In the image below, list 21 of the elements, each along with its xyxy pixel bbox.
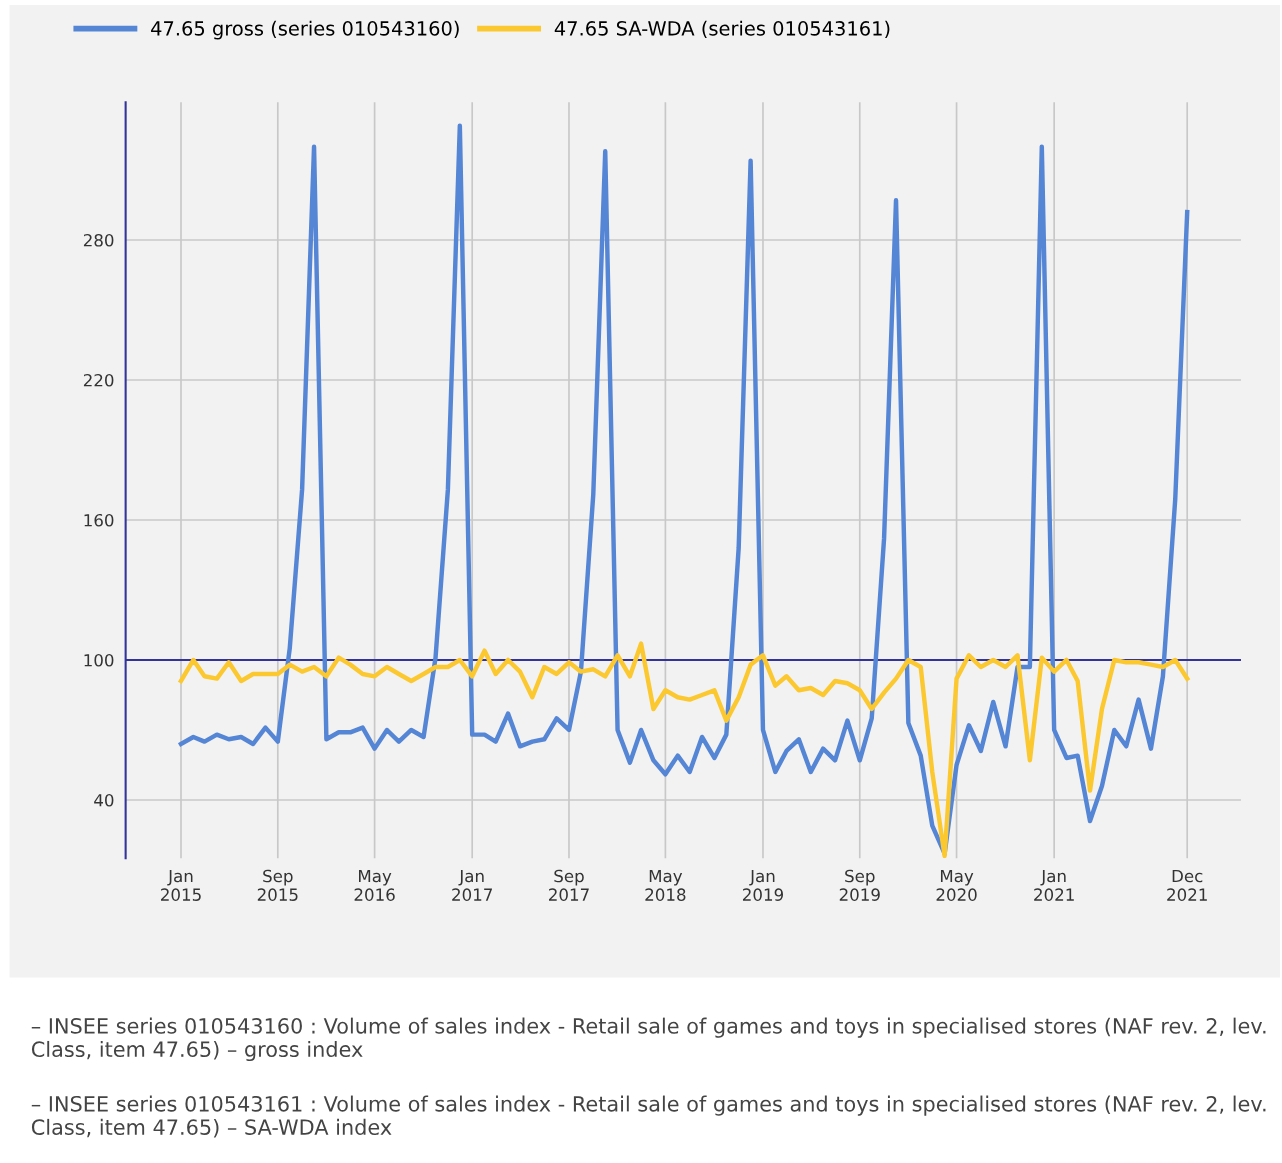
x-tick-label: May 2020 <box>936 869 977 901</box>
x-tick-label: Dec 2021 <box>1167 869 1207 901</box>
x-tick-label: Sep 2019 <box>839 869 880 901</box>
x-tick-label: Jan 2015 <box>161 869 201 901</box>
y-tick-label: 40 <box>94 793 114 807</box>
y-tick-label: 100 <box>84 653 114 667</box>
y-tick-label: 280 <box>83 233 114 247</box>
x-tick-label: Jan 2019 <box>742 869 784 901</box>
text: – INSEE series 010543161 : Volume of sales index - Retail sale of games and toys in specialised stores (NAF rev. 2, lev. Class, item 47.65) – SA-WDA index <box>31 1095 1266 1138</box>
x-tick-label: May 2018 <box>645 869 686 901</box>
x-tick-label: Sep 2017 <box>549 869 589 901</box>
y-tick-label: 220 <box>83 373 114 387</box>
x-tick-label: Jan 2017 <box>452 869 492 901</box>
text: – INSEE series 010543160 : Volume of sales index - Retail sale of games and toys in specialised stores (NAF rev. 2, lev. Class, item 47.65) – gross index <box>31 1017 1266 1062</box>
x-tick-label: May 2016 <box>354 869 395 901</box>
line-series <box>178 641 1190 859</box>
legend-label: 47.65 SA-WDA (series 010543161) <box>554 20 890 39</box>
y-tick-label: 160 <box>84 513 114 527</box>
legend-label: 47.65 gross (series 010543160) <box>151 20 459 40</box>
x-tick-label: Jan 2021 <box>1034 869 1074 901</box>
x-tick-label: Sep 2015 <box>257 869 298 901</box>
